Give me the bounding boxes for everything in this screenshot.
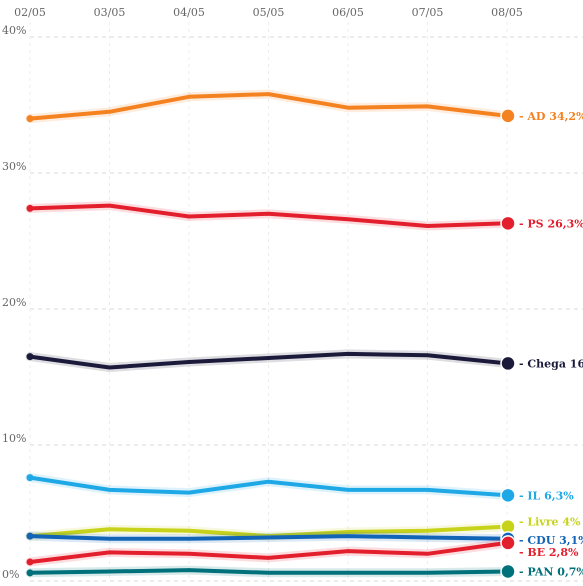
series-labels: - AD 34,2% - PS 26,3% - Chega 16% - IL 6,3%… [519,110,583,579]
series-end-marker-ps[interactable] [500,215,516,232]
series-end-marker-chega[interactable] [500,355,516,372]
series-start-point-cdu [26,532,34,540]
x-axis: 02/05 03/05 04/05 05/05 06/05 07/05 08/05 [14,6,523,19]
series-label-il: - IL 6,3% [519,489,574,502]
series-start-point-chega [26,353,34,361]
series-start-point-pan [26,569,34,577]
series-end-marker-be[interactable] [500,535,516,551]
series-start-point-il [26,474,34,482]
series-start-point-be [26,558,34,566]
series-label-chega: - Chega 16% [519,357,583,370]
series-label-livre: - Livre 4% [519,516,581,529]
series-start-point-ad [26,115,34,123]
x-tick-label: 08/05 [491,6,523,19]
series-lines [25,89,516,580]
series-start-point-ps [26,204,34,212]
series-label-cdu: - CDU 3,1% [519,534,583,547]
y-tick-label: 0% [2,568,19,581]
series-end-marker-ad[interactable] [500,108,516,124]
series-end-marker-pan[interactable] [500,563,516,580]
series-label-be: - BE 2,8% [519,546,579,559]
x-tick-label: 06/05 [332,6,364,19]
series-end-marker-il[interactable] [500,487,516,504]
x-tick-label: 03/05 [94,6,126,19]
series-line-pan [28,568,509,575]
y-axis: 0% 10% 20% 30% 40% [2,24,26,581]
x-tick-label: 05/05 [253,6,285,19]
y-tick-label: 10% [2,432,26,445]
x-tick-label: 07/05 [412,6,444,19]
y-tick-label: 20% [2,296,26,309]
series-line-chega [28,351,509,370]
x-tick-label: 04/05 [173,6,205,19]
series-label-ps: - PS 26,3% [519,217,583,230]
y-tick-label: 30% [2,160,26,173]
series-line-be [28,540,509,564]
series-label-pan: - PAN 0,7% [519,565,583,578]
y-tick-label: 40% [2,24,26,37]
series-line-cdu [28,534,509,541]
x-tick-label: 02/05 [14,6,46,19]
series-line-ps [28,203,509,228]
series-line-il [28,475,509,498]
series-line-ad [28,92,509,121]
series-label-ad: - AD 34,2% [519,110,583,123]
